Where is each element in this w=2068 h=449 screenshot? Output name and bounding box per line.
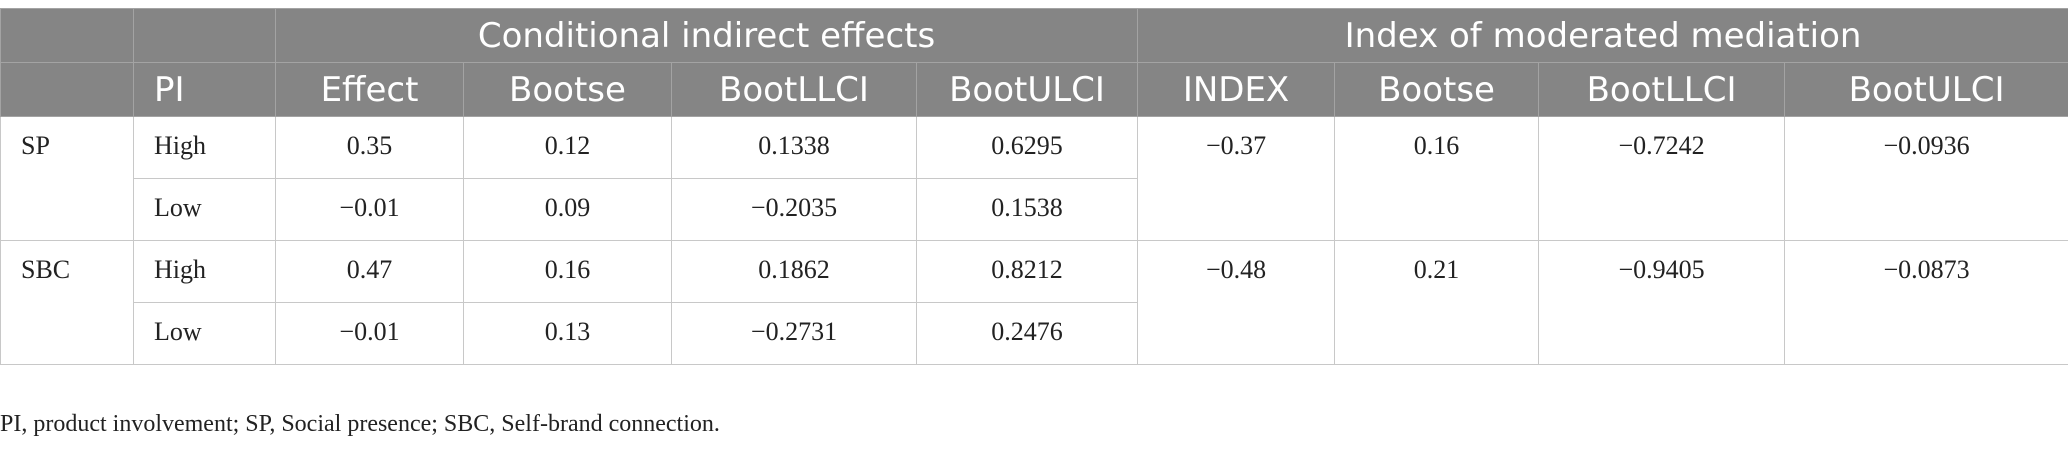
bootse-cell: 0.09: [463, 178, 672, 241]
table-body: SP High 0.35 0.12 0.1338 0.6295 −0.37 0.…: [0, 116, 2068, 365]
bootllci-cell: −0.2035: [671, 178, 917, 241]
bootulci-cell: 0.6295: [915, 116, 1139, 179]
pi-cell: Low: [133, 302, 276, 365]
header-pi: PI: [133, 62, 276, 117]
pi-cell: Low: [133, 178, 276, 241]
bootllci-cell: −0.2731: [671, 302, 917, 365]
header-bootse: Bootse: [463, 62, 672, 117]
bootulci-cell: 0.8212: [915, 240, 1139, 303]
header-bootulci: BootULCI: [915, 62, 1139, 117]
index-bootse-cell: 0.21: [1334, 240, 1540, 365]
pi-cell: High: [133, 240, 276, 303]
row-group-label: SP: [0, 116, 134, 241]
results-table: Conditional indirect effects Index of mo…: [0, 8, 2068, 365]
header-index-bootse: Bootse: [1334, 62, 1540, 117]
index-bootllci-cell: −0.9405: [1538, 240, 1786, 365]
header-index: INDEX: [1137, 62, 1336, 117]
effect-cell: −0.01: [275, 302, 464, 365]
index-bootllci-cell: −0.7242: [1538, 116, 1786, 241]
bootulci-cell: 0.2476: [915, 302, 1139, 365]
table-row: Low −0.01 0.13 −0.2731 0.2476: [1, 302, 2068, 365]
bootllci-cell: 0.1862: [671, 240, 917, 303]
table-footnote: PI, product involvement; SP, Social pres…: [0, 411, 720, 437]
header-index-bootllci: BootLLCI: [1538, 62, 1786, 117]
header-conditional-indirect-effects: Conditional indirect effects: [274, 8, 1139, 63]
effect-cell: 0.47: [275, 240, 464, 303]
table-row: SP High 0.35 0.12 0.1338 0.6295 −0.37 0.…: [0, 116, 2068, 241]
row-group-label: SBC: [0, 240, 134, 365]
table-row: Low −0.01 0.09 −0.2035 0.1538: [1, 178, 2068, 241]
index-bootulci-cell: −0.0936: [1784, 116, 2068, 241]
header-column-row: PI Effect Bootse BootLLCI BootULCI INDEX…: [0, 62, 2068, 117]
pi-cell: High: [133, 116, 276, 179]
effect-cell: −0.01: [275, 178, 464, 241]
index-cell: −0.37: [1137, 116, 1336, 241]
header-corner-cell-lower: [0, 62, 134, 117]
bootse-cell: 0.16: [463, 240, 672, 303]
header-pi-spacer: [133, 8, 276, 63]
effect-cell: 0.35: [275, 116, 464, 179]
bootse-cell: 0.12: [463, 116, 672, 179]
table-header: Conditional indirect effects Index of mo…: [0, 8, 2068, 117]
header-effect: Effect: [275, 62, 464, 117]
index-cell: −0.48: [1137, 240, 1336, 365]
header-corner-cell: [0, 8, 134, 63]
bootse-cell: 0.13: [463, 302, 672, 365]
bootllci-cell: 0.1338: [671, 116, 917, 179]
bootulci-cell: 0.1538: [915, 178, 1139, 241]
index-bootulci-cell: −0.0873: [1784, 240, 2068, 365]
header-group-row: Conditional indirect effects Index of mo…: [0, 8, 2068, 63]
header-bootllci: BootLLCI: [671, 62, 917, 117]
index-bootse-cell: 0.16: [1334, 116, 1540, 241]
header-index-moderated-mediation: Index of moderated mediation: [1137, 8, 2068, 63]
header-index-bootulci: BootULCI: [1784, 62, 2068, 117]
table-row: SBC High 0.47 0.16 0.1862 0.8212 −0.48 0…: [0, 240, 2068, 365]
